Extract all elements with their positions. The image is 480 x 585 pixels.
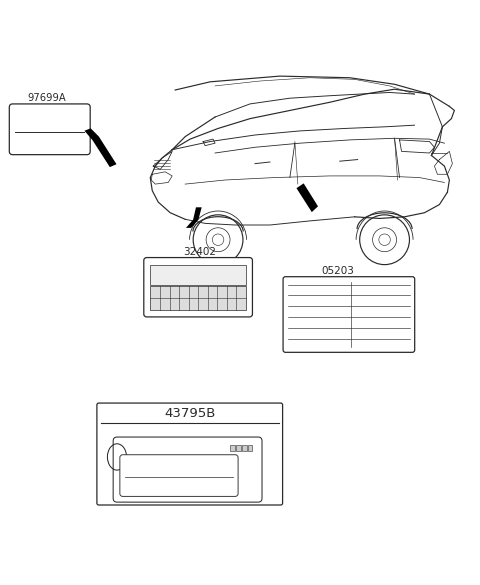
FancyBboxPatch shape	[113, 437, 262, 502]
Text: 32402: 32402	[183, 247, 216, 257]
Polygon shape	[84, 128, 117, 167]
Polygon shape	[297, 183, 318, 212]
Text: 05203: 05203	[322, 266, 355, 276]
FancyBboxPatch shape	[283, 277, 415, 352]
FancyBboxPatch shape	[144, 257, 252, 317]
Text: 97699A: 97699A	[27, 94, 66, 104]
Bar	[236, 445, 241, 451]
Text: 43795B: 43795B	[164, 407, 216, 420]
FancyBboxPatch shape	[120, 455, 238, 497]
Bar	[151, 265, 246, 285]
Polygon shape	[186, 207, 202, 228]
FancyBboxPatch shape	[9, 104, 90, 154]
Bar	[248, 445, 252, 451]
Bar	[242, 445, 247, 451]
Bar	[151, 285, 246, 310]
FancyBboxPatch shape	[97, 403, 283, 505]
Bar	[230, 445, 235, 451]
